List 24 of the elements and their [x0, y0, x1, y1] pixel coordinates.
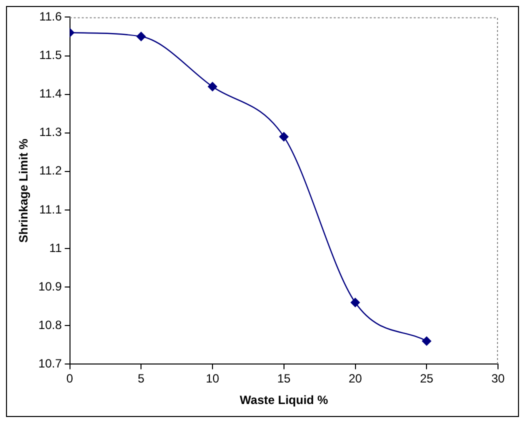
- y-tick-label: 11: [49, 240, 62, 255]
- y-tick-label: 11.4: [39, 86, 62, 101]
- x-tick-label: 0: [66, 372, 74, 386]
- x-tick-label: 15: [277, 372, 291, 386]
- x-tick-label: 30: [491, 372, 505, 386]
- y-tick-label: 10.9: [38, 279, 62, 294]
- y-tick-label: 11.3: [39, 125, 62, 140]
- y-tick-label: 10.8: [38, 318, 62, 332]
- point: [279, 132, 288, 142]
- y-tick-label: 11.5: [39, 48, 62, 62]
- point: [208, 82, 218, 92]
- y-tick-label: 11.6: [39, 10, 62, 24]
- x-axis-title: Waste Liquid %: [240, 393, 328, 408]
- x-tick-label: 25: [420, 372, 434, 386]
- y-axis-title: Shrinkage Limit %: [16, 138, 31, 243]
- point: [136, 32, 146, 42]
- point: [350, 298, 360, 308]
- x-tick-label: 10: [206, 372, 220, 386]
- point: [422, 336, 432, 346]
- y-tick-label: 10.7: [38, 356, 62, 371]
- y-tick-label: 11.2: [39, 164, 62, 178]
- x-tick-label: 5: [138, 372, 145, 386]
- y-tick-label: 11.1: [39, 202, 62, 216]
- x-tick-label: 20: [348, 372, 362, 386]
